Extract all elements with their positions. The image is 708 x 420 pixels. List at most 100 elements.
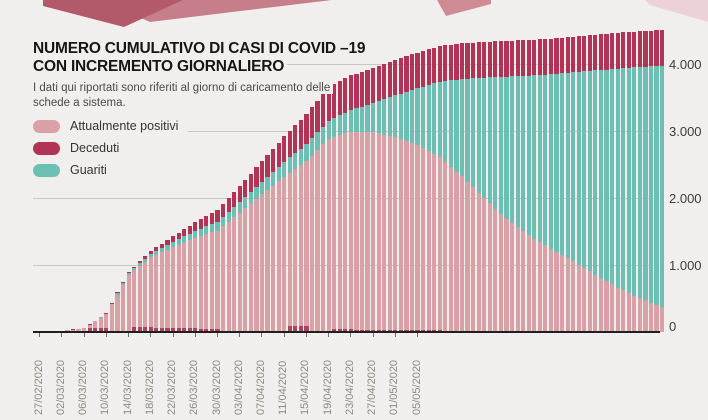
bar-segment-attualmente-positivi (259, 194, 265, 332)
stacked-bar (426, 49, 431, 332)
stacked-bar (282, 136, 287, 332)
bar-segment-attualmente-positivi (365, 131, 370, 332)
stacked-bar (621, 32, 626, 332)
stacked-bar (109, 302, 115, 332)
stacked-bar (148, 250, 153, 332)
bar-segment-attualmente-positivi (282, 176, 287, 332)
legend-label-guariti: Guariti (70, 163, 107, 177)
x-axis-tick (83, 333, 85, 337)
x-axis-tick (305, 333, 307, 337)
stacked-bar (115, 292, 120, 332)
stacked-bar (393, 59, 398, 332)
bar-segment-attualmente-positivi (598, 277, 604, 332)
bar-segment-attualmente-positivi (154, 254, 159, 332)
bar-segment-attualmente-positivi (521, 231, 526, 332)
x-axis-tick (105, 333, 107, 337)
bar-segment-deceduti (126, 271, 131, 274)
stacked-bar (459, 43, 465, 332)
stacked-bar (398, 58, 403, 332)
stacked-bar (326, 86, 331, 332)
daily-increment-mark (143, 326, 148, 332)
stacked-bar (276, 142, 281, 332)
bar-segment-attualmente-positivi (232, 217, 237, 332)
bar-segment-guariti (126, 273, 131, 275)
x-axis-label: 02/03/2020 (54, 359, 67, 415)
stacked-bar (437, 45, 442, 332)
bar-segment-deceduti (609, 33, 615, 70)
bar-segment-deceduti (321, 93, 326, 127)
bar-segment-guariti (521, 75, 526, 232)
daily-increment-mark (148, 326, 153, 332)
bar-segment-deceduti (543, 38, 548, 75)
bar-segment-attualmente-positivi (659, 306, 665, 332)
daily-increment-mark (293, 326, 298, 332)
x-axis-tick (372, 333, 374, 337)
bar-segment-guariti (282, 161, 287, 177)
stacked-bar (376, 66, 381, 332)
bar-segment-attualmente-positivi (582, 268, 587, 332)
daily-increment-mark (387, 329, 392, 332)
bar-segment-deceduti (454, 43, 459, 80)
x-axis-label: 19/04/2020 (321, 359, 334, 415)
bar-segment-guariti (498, 76, 504, 214)
page-subtitle-line1: I dati qui riportati sono riferiti al gi… (33, 82, 334, 94)
x-axis-tick (350, 333, 352, 337)
bar-segment-deceduti (565, 37, 570, 73)
stacked-bar (571, 36, 576, 332)
x-axis-label: 26/03/2020 (188, 359, 201, 415)
bar-segment-deceduti (432, 47, 437, 84)
bar-segment-guariti (404, 91, 409, 142)
bar-segment-guariti (165, 244, 170, 250)
bar-segment-deceduti (359, 71, 365, 107)
bar-segment-attualmente-positivi (82, 328, 87, 332)
bar-segment-guariti (248, 192, 253, 204)
bar-segment-guariti (365, 104, 370, 132)
bar-segment-guariti (215, 222, 220, 231)
stacked-bar (354, 73, 359, 332)
bar-segment-guariti (187, 233, 192, 241)
bar-segment-deceduti (632, 31, 637, 68)
bar-segment-attualmente-positivi (120, 284, 126, 332)
x-axis-label: 11/04/2020 (277, 360, 290, 415)
bar-segment-guariti (632, 67, 637, 296)
x-axis-tick (239, 333, 241, 337)
bar-segment-guariti (337, 115, 342, 136)
x-axis-label: 23/04/2020 (343, 359, 356, 415)
bar-segment-attualmente-positivi (415, 145, 420, 332)
bar-segment-guariti (582, 71, 587, 268)
bar-segment-guariti (454, 79, 459, 172)
bar-segment-guariti (482, 77, 487, 199)
bar-segment-attualmente-positivi (309, 155, 315, 332)
daily-increment-mark (298, 326, 303, 332)
bar-segment-attualmente-positivi (526, 235, 531, 332)
bar-segment-deceduti (365, 69, 370, 105)
bar-segment-deceduti (259, 161, 265, 182)
bar-segment-guariti (493, 77, 498, 209)
bar-segment-attualmente-positivi (615, 287, 620, 332)
bar-segment-guariti (376, 101, 381, 134)
bar-segment-guariti (576, 71, 581, 265)
stacked-bar (443, 45, 448, 332)
bar-segment-deceduti (459, 43, 465, 80)
bar-segment-deceduti (509, 40, 515, 77)
bar-segment-guariti (598, 69, 604, 278)
daily-increment-mark (132, 326, 137, 332)
bar-segment-attualmente-positivi (493, 208, 498, 332)
bar-segment-guariti (421, 86, 426, 149)
daily-increment-mark (332, 329, 337, 332)
stacked-bar (321, 93, 326, 332)
bar-segment-guariti (415, 88, 420, 146)
bar-segment-deceduti (276, 142, 281, 167)
bar-segment-deceduti (293, 125, 298, 154)
bar-segment-attualmente-positivi (648, 302, 654, 332)
bar-segment-guariti (471, 78, 476, 188)
stacked-bar (532, 39, 537, 332)
bar-segment-guariti (287, 157, 292, 174)
page-title-line1: NUMERO CUMULATIVO DI CASI DI COVID –19 (33, 40, 369, 58)
bar-segment-deceduti (382, 64, 387, 100)
bar-segment-guariti (526, 75, 531, 236)
stacked-bar (471, 42, 476, 332)
stacked-bar (93, 320, 98, 332)
legend-swatch-attualmente-positivi (33, 119, 60, 133)
stacked-bar (104, 313, 109, 332)
